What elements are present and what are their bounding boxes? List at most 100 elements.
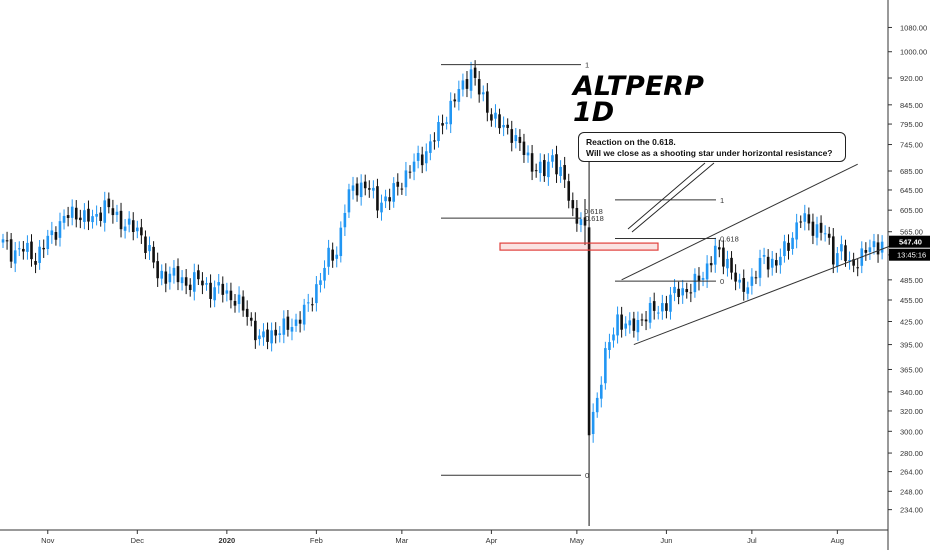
candle-body [209,282,212,299]
candle-body [640,319,644,321]
candle-body [681,288,684,296]
y-tick-label: 300.00 [900,427,923,436]
candle-body [192,272,196,292]
candle-body [453,99,457,102]
candle-body [591,411,595,435]
candle-body [343,212,347,228]
candle-body [254,320,257,341]
candle-body [388,197,391,202]
candle-body [70,206,74,218]
candle-body [433,140,436,142]
candle-body [510,129,514,143]
x-tick-label: May [570,536,584,545]
candle-body [868,247,872,252]
y-tick-label: 485.00 [900,276,923,285]
annotation-callout[interactable]: Reaction on the 0.618. Will we close as … [578,132,846,162]
candle-body [237,294,241,305]
candle-body [628,320,632,326]
candle-body [213,287,216,301]
candle-body [571,200,575,209]
candle-body [872,241,876,248]
candle-body [616,314,619,336]
candle-body [278,333,282,335]
candle-body [249,317,253,321]
candle-body [266,329,269,342]
candle-body [372,187,375,191]
candle-body [880,241,884,253]
candle-body [172,267,176,276]
candle-body [587,227,591,436]
y-tick-label: 280.00 [900,449,923,458]
fib-level-large-label: 0.618 [585,214,604,223]
candle-body [302,304,306,325]
candle-body [79,217,82,221]
candle-body [734,272,737,282]
candle-body [827,233,831,238]
candle-body [669,294,672,312]
candle-body [229,290,233,301]
candle-body [449,100,452,125]
candle-body [22,248,25,252]
candle-body [543,160,546,177]
candle-body [722,247,725,267]
candle-body [831,236,835,265]
candle-body [559,166,562,176]
candle-body [693,273,697,293]
candle-body [95,213,98,217]
candle-body [783,241,786,257]
countdown-tag [889,248,930,261]
candle-body [848,260,851,262]
candle-body [673,286,676,294]
candle-body [311,304,314,306]
candle-body [205,283,208,285]
candle-body [168,273,172,283]
candle-body [180,277,184,284]
candle-body [156,261,159,279]
candle-body [730,257,733,273]
candle-body [176,266,180,283]
candle-body [115,211,119,215]
candle-body [876,242,880,255]
y-tick-label: 234.00 [900,506,923,515]
candle-body [54,232,58,240]
candle-body [530,153,534,172]
candle-body [526,152,530,156]
chart-title: ALTPERP 1D [573,71,704,126]
candle-body [241,296,245,311]
candle-body [445,122,448,124]
candle-body [555,154,558,175]
x-tick-label: Nov [41,536,55,545]
candle-body [547,161,550,178]
channel-lower-line [633,245,891,346]
candle-body [779,256,782,266]
candle-body [770,258,774,268]
candle-body [844,245,847,262]
callout-pointer [631,162,715,233]
candle-body [188,284,192,291]
candle-body [184,277,188,286]
candle-body [457,89,461,102]
candle-body [408,171,412,173]
title-symbol: ALTPERP [573,71,704,102]
candle-body [656,312,660,314]
candle-body [469,69,473,91]
candle-body [473,67,477,78]
candle-body [131,220,135,233]
candle-body [701,278,705,280]
y-tick-label: 320.00 [900,407,923,416]
candle-body [718,247,721,250]
candle-body [262,331,265,338]
candle-body [514,135,518,142]
candle-body [823,233,827,235]
candle-body [111,208,115,216]
candle-body [758,257,762,278]
candle-body [233,300,237,306]
candle-body [534,170,538,172]
candle-body [522,141,526,155]
candle-body [152,246,155,263]
candle-body [245,308,249,317]
candle-body [26,242,29,252]
annotation-line-2: Will we close as a shooting star under h… [586,148,833,158]
candle-body [355,183,359,196]
candle-body [416,152,420,161]
